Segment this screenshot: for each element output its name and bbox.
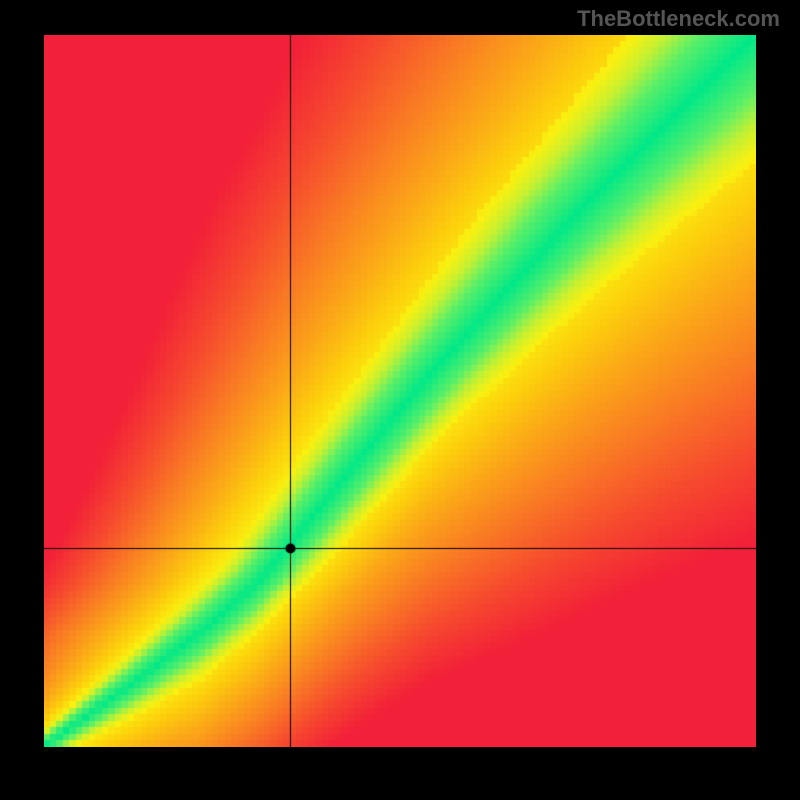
watermark-text: TheBottleneck.com: [577, 6, 780, 32]
chart-container: TheBottleneck.com: [0, 0, 800, 800]
bottleneck-heatmap: [44, 35, 756, 747]
